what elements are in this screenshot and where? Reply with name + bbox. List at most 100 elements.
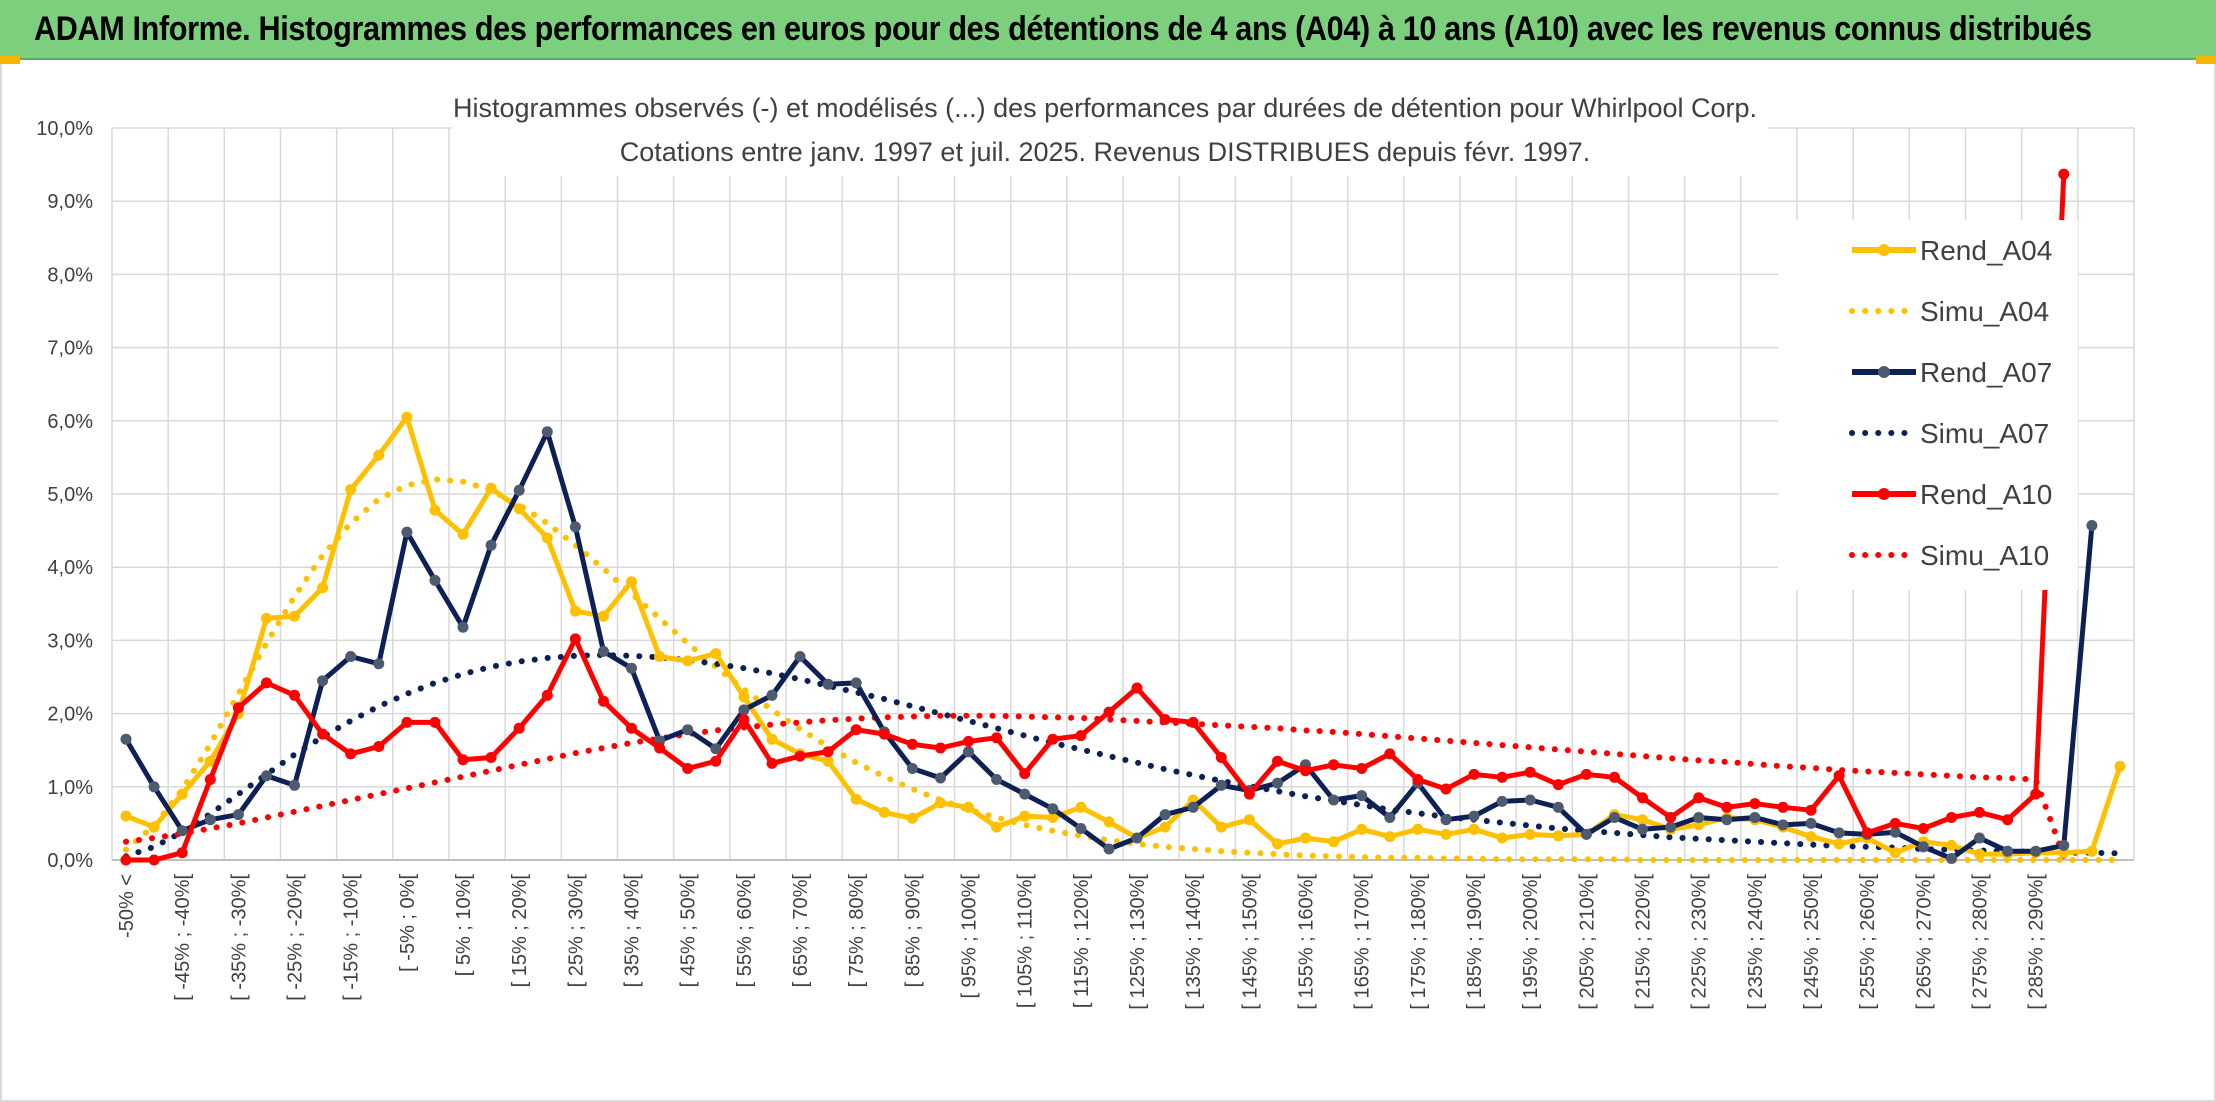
data-point-rend-a10 bbox=[1075, 730, 1087, 742]
data-point-rend-a04 bbox=[317, 582, 329, 594]
data-point-rend-a07 bbox=[1693, 812, 1705, 823]
data-point-rend-a07 bbox=[1749, 812, 1761, 823]
x-tick-label: [ 135% ; 140%[ bbox=[1183, 874, 1205, 1010]
data-point-rend-a10 bbox=[317, 728, 329, 740]
data-point-rend-a07 bbox=[569, 521, 581, 533]
data-point-rend-a04 bbox=[429, 504, 441, 516]
data-point-rend-a10 bbox=[373, 741, 385, 752]
data-point-rend-a10 bbox=[794, 750, 806, 762]
x-axis-ticks: -50% < [ -45% ; -40%[[ -35% ; -30%[[ -25%… bbox=[116, 874, 2048, 1010]
data-point-rend-a04 bbox=[1215, 821, 1227, 833]
data-point-rend-a10 bbox=[429, 716, 441, 728]
data-point-rend-a10 bbox=[1861, 827, 1873, 839]
data-point-rend-a10 bbox=[2002, 814, 2014, 826]
data-point-rend-a10 bbox=[401, 716, 413, 728]
corner-accent-left bbox=[0, 56, 20, 64]
x-tick-label: [ 65% ; 70%[ bbox=[790, 874, 812, 988]
data-point-rend-a10 bbox=[1159, 714, 1171, 725]
x-tick-label: [ 145% ; 150%[ bbox=[1239, 874, 1261, 1010]
data-point-rend-a04 bbox=[1103, 816, 1115, 828]
x-tick-label: [ 55% ; 60%[ bbox=[734, 874, 756, 988]
legend-marker bbox=[1878, 244, 1890, 256]
data-point-rend-a04 bbox=[2114, 760, 2126, 772]
data-point-rend-a04 bbox=[850, 793, 862, 805]
data-point-rend-a07 bbox=[626, 662, 637, 674]
data-point-rend-a10 bbox=[766, 757, 778, 769]
chart-title: Histogrammes observés (-) et modélisés (… bbox=[453, 93, 1757, 123]
data-point-rend-a04 bbox=[176, 788, 188, 800]
data-point-rend-a10 bbox=[513, 722, 525, 734]
y-tick-label: 7,0% bbox=[47, 338, 93, 360]
data-point-rend-a04 bbox=[1496, 832, 1508, 844]
data-point-rend-a10 bbox=[1243, 788, 1255, 800]
data-point-rend-a07 bbox=[682, 724, 694, 736]
data-point-rend-a07 bbox=[317, 675, 329, 687]
legend-label: Rend_A10 bbox=[1920, 479, 2052, 510]
chart-legend: Rend_A04 Simu_A04 Rend_A07 Simu_A07 Rend_A10… bbox=[1778, 220, 2078, 590]
data-point-rend-a07 bbox=[991, 774, 1003, 785]
data-point-rend-a10 bbox=[626, 722, 637, 734]
data-point-rend-a07 bbox=[2002, 845, 2014, 857]
data-point-rend-a10 bbox=[1131, 682, 1143, 694]
data-point-rend-a10 bbox=[176, 847, 188, 859]
y-tick-label: 4,0% bbox=[47, 557, 93, 579]
x-tick-label: [ -25% ; -20%[ bbox=[285, 874, 307, 1001]
data-point-rend-a07 bbox=[1075, 823, 1087, 834]
chart-subtitle: Cotations entre janv. 1997 et juil. 2025… bbox=[620, 137, 1591, 167]
data-point-rend-a04 bbox=[345, 484, 357, 496]
legend-label: Simu_A10 bbox=[1920, 540, 2049, 571]
data-point-rend-a04 bbox=[485, 482, 497, 494]
data-point-rend-a10 bbox=[569, 633, 581, 645]
data-point-rend-a04 bbox=[766, 733, 778, 745]
data-point-rend-a04 bbox=[1019, 810, 1031, 822]
x-tick-label: [ 255% ; 260%[ bbox=[1857, 874, 1879, 1010]
data-point-rend-a10 bbox=[120, 854, 132, 866]
data-point-rend-a10 bbox=[1300, 765, 1311, 777]
x-tick-label: [ 15% ; 20%[ bbox=[509, 874, 531, 988]
x-tick-label: [ 25% ; 30%[ bbox=[565, 874, 587, 988]
data-point-rend-a10 bbox=[654, 742, 666, 754]
data-point-rend-a10 bbox=[345, 748, 357, 760]
data-point-rend-a10 bbox=[991, 732, 1003, 744]
data-point-rend-a04 bbox=[935, 797, 946, 809]
data-point-rend-a10 bbox=[1777, 801, 1789, 813]
data-point-rend-a04 bbox=[1552, 830, 1564, 842]
data-point-rend-a07 bbox=[2086, 520, 2098, 531]
data-point-rend-a07 bbox=[148, 781, 160, 793]
data-point-rend-a07 bbox=[1805, 817, 1817, 829]
data-point-rend-a10 bbox=[485, 752, 497, 763]
y-tick-label: 2,0% bbox=[47, 704, 93, 726]
data-point-rend-a07 bbox=[1468, 810, 1480, 822]
data-point-rend-a04 bbox=[1243, 814, 1255, 826]
data-point-rend-a07 bbox=[1131, 832, 1143, 844]
series-line-simu-a07 bbox=[123, 651, 2123, 860]
data-point-rend-a10 bbox=[822, 746, 834, 758]
y-tick-label: 5,0% bbox=[47, 484, 93, 506]
data-point-rend-a04 bbox=[373, 449, 385, 461]
data-point-rend-a04 bbox=[401, 411, 413, 423]
data-point-rend-a10 bbox=[738, 714, 750, 725]
data-point-rend-a10 bbox=[1356, 763, 1368, 774]
data-point-rend-a04 bbox=[541, 532, 553, 544]
data-point-rend-a10 bbox=[598, 695, 609, 707]
data-point-rend-a04 bbox=[204, 755, 216, 767]
data-point-rend-a07 bbox=[906, 763, 918, 774]
data-point-rend-a10 bbox=[1468, 768, 1480, 780]
x-tick-label: [ 165% ; 170%[ bbox=[1352, 874, 1374, 1010]
data-point-rend-a07 bbox=[963, 746, 974, 758]
data-point-rend-a07 bbox=[457, 621, 469, 633]
data-point-rend-a10 bbox=[1721, 801, 1733, 813]
data-point-rend-a07 bbox=[541, 426, 553, 438]
data-point-rend-a07 bbox=[204, 814, 216, 826]
data-point-rend-a04 bbox=[1356, 823, 1368, 835]
data-point-rend-a10 bbox=[1749, 798, 1761, 810]
data-point-rend-a10 bbox=[1974, 806, 1985, 818]
data-point-rend-a07 bbox=[1496, 795, 1508, 807]
data-point-rend-a04 bbox=[1159, 821, 1171, 833]
data-point-rend-a04 bbox=[1047, 812, 1059, 823]
data-point-rend-a10 bbox=[850, 724, 862, 736]
data-point-rend-a10 bbox=[1805, 804, 1817, 816]
data-point-rend-a10 bbox=[1384, 748, 1396, 760]
x-tick-label: [ 205% ; 210%[ bbox=[1576, 874, 1598, 1010]
x-tick-label: [ 35% ; 40%[ bbox=[622, 874, 644, 988]
